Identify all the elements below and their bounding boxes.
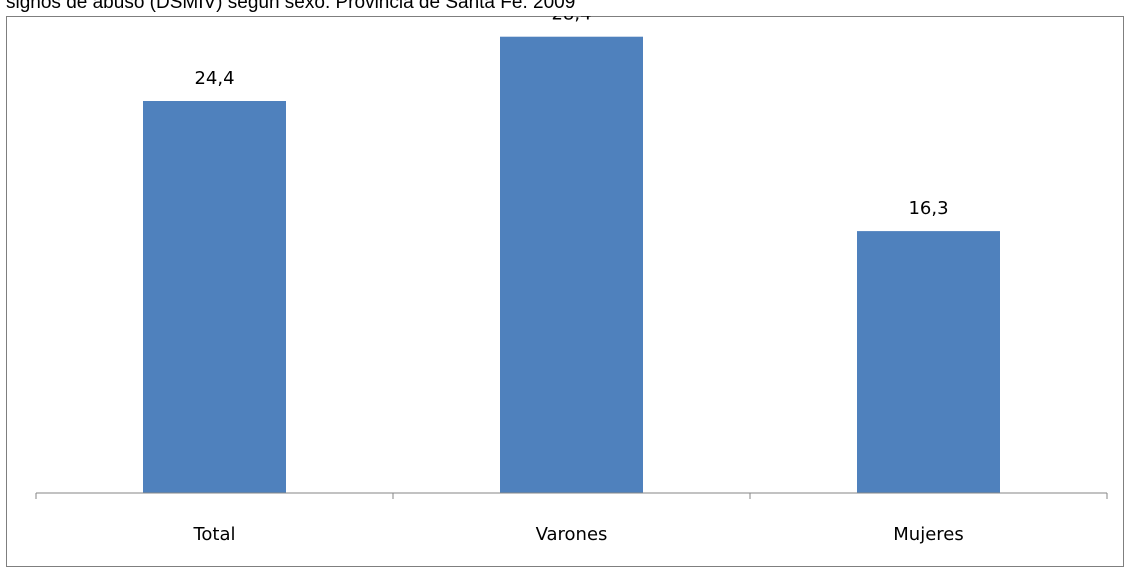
x-tick-label-mujeres: Mujeres [893, 524, 963, 545]
x-tick-label-total: Total [192, 524, 235, 545]
data-label-mujeres: 16,3 [908, 198, 948, 219]
bar-mujeres [857, 231, 1000, 493]
chart-title-strip: signos de abuso (DSMIV) según sexo. Prov… [0, 0, 1127, 16]
bar-total [143, 101, 286, 493]
chart-title: signos de abuso (DSMIV) según sexo. Prov… [6, 0, 576, 13]
data-label-total: 24,4 [194, 68, 234, 89]
bar-varones [500, 36, 643, 493]
x-tick-label-varones: Varones [536, 524, 608, 545]
